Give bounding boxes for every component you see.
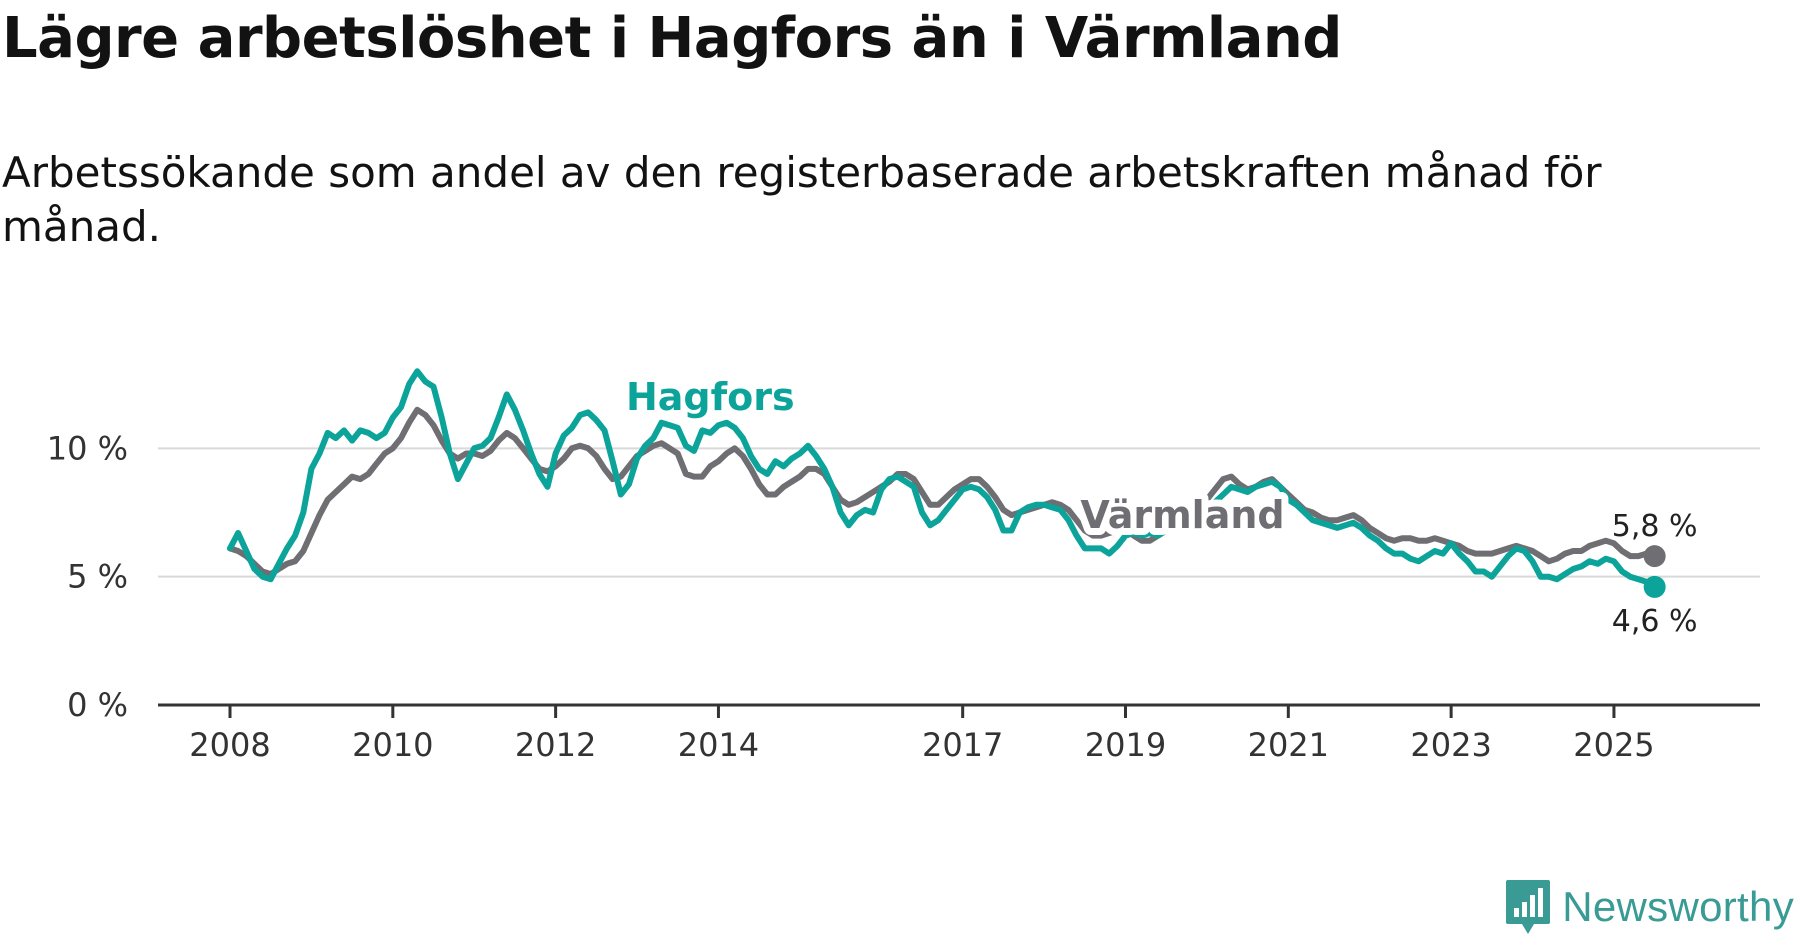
y-tick-label: 10 %	[47, 429, 128, 467]
brand-name: Newsworthy	[1562, 883, 1794, 930]
x-tick-label: 2008	[189, 726, 270, 764]
brand-logo: Newsworthy	[1504, 878, 1794, 936]
x-tick-label: 2017	[922, 726, 1003, 764]
series-labels: Hagfors Värmland 5,8 % 4,6 %	[619, 368, 1698, 639]
x-axis-ticks: 2008 2010 2012 2014 2017 2019 2021 2023 2025	[189, 705, 1655, 764]
series-line-hagfors	[227, 368, 1658, 590]
y-axis-ticks: 0 % 5 % 10 %	[47, 429, 128, 724]
x-tick-label: 2023	[1410, 726, 1491, 764]
y-tick-label: 5 %	[67, 558, 128, 596]
x-tick-label: 2019	[1085, 726, 1166, 764]
end-value-label-varmland: 5,8 %	[1612, 509, 1698, 544]
x-tick-label: 2021	[1248, 726, 1329, 764]
series-label-hagfors: Hagfors	[626, 375, 795, 419]
end-value-label-hagfors: 4,6 %	[1612, 604, 1698, 639]
series-end-dot-hagfors	[1643, 575, 1666, 598]
x-tick-label: 2012	[515, 726, 596, 764]
y-tick-label: 0 %	[67, 686, 128, 724]
series-line-varmland	[227, 406, 1658, 578]
series-label-varmland: Värmland	[1080, 493, 1284, 537]
newsworthy-logo-icon	[1506, 880, 1551, 934]
chart-subtitle: Arbetssökande som andel av den registerb…	[2, 148, 1602, 251]
x-tick-label: 2025	[1573, 726, 1654, 764]
series-lines	[227, 368, 1666, 598]
chart-title: Lägre arbetslöshet i Hagfors än i Värmla…	[2, 6, 1342, 71]
x-tick-label: 2010	[352, 726, 433, 764]
x-tick-label: 2014	[678, 726, 759, 764]
series-end-dot-varmland	[1643, 545, 1666, 568]
